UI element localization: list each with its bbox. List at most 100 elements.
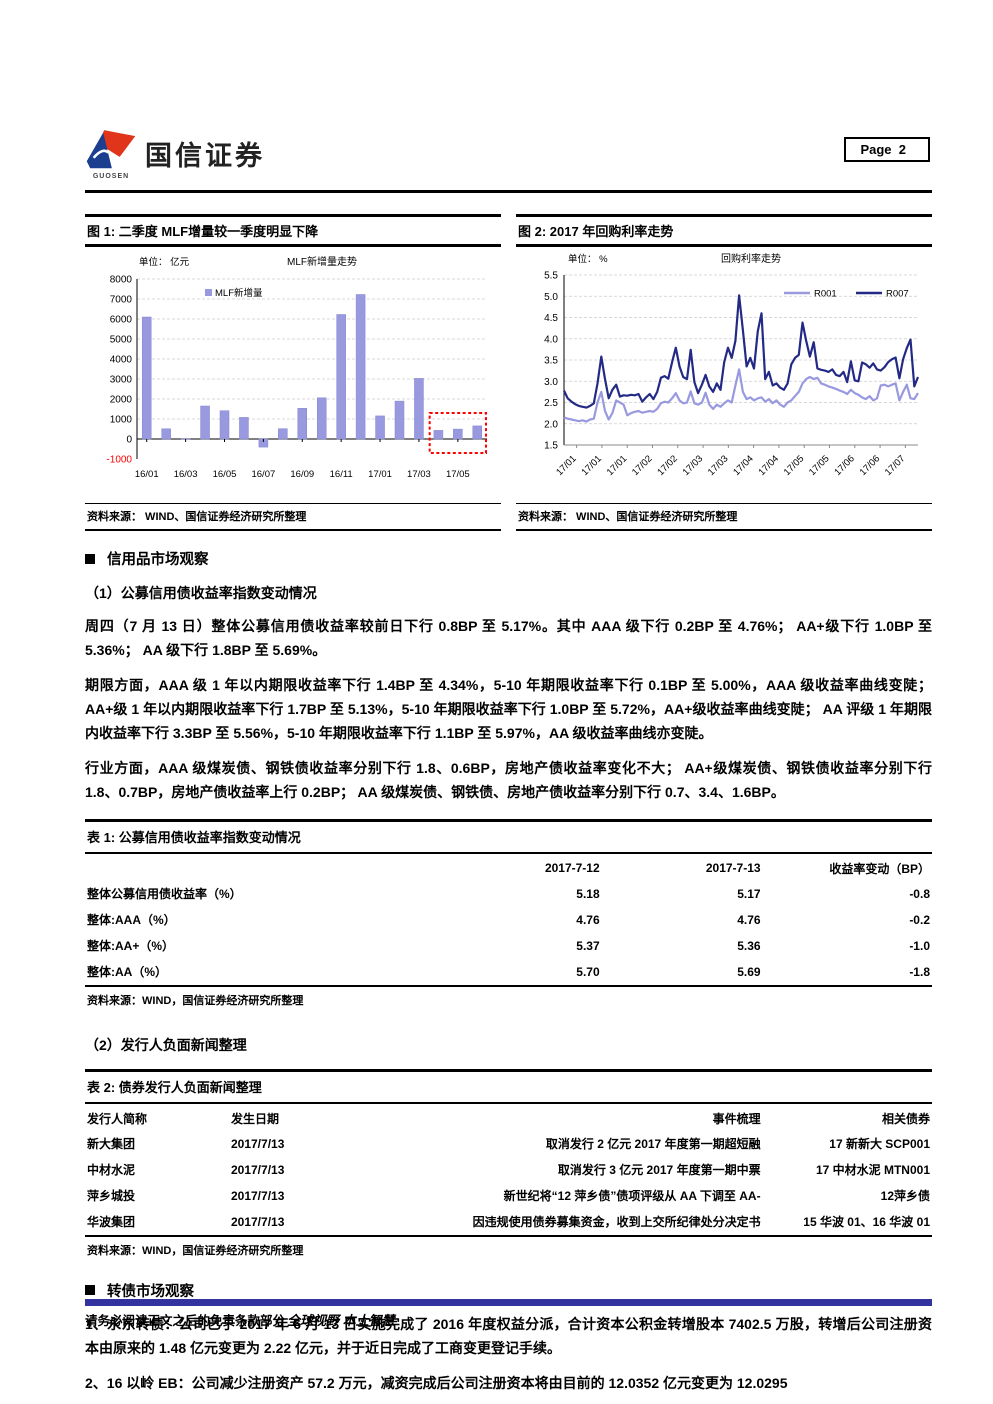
svg-text:2000: 2000 [110,395,133,406]
credit-yield-table: 2017-7-12 2017-7-13 收益率变动（BP） 整体公募信用债收益率（%… [85,854,932,985]
page-number: 2 [898,142,906,157]
table-1-block: 表 1: 公募信用债收益率指数变动情况 2017-7-12 2017-7-13 收益… [85,818,932,1013]
negative-news-table: 发行人简称 发生日期 事件梳理 相关债券 新大集团 2017/7/13 取消发行 2 亿元… [85,1104,932,1235]
column-header: 2017-7-12 [544,861,600,876]
table-cell: 整体:AA+（%） [87,939,175,954]
brand-name: 国信证券 [145,141,265,171]
bar [472,425,483,440]
bar [239,417,249,440]
table-1-source: 资料来源：WIND，国信证券经济研究所整理 [87,994,304,1007]
svg-text:R007: R007 [886,289,909,300]
bar [433,430,444,440]
bar [297,408,308,440]
bar [141,316,152,440]
bar [394,400,405,440]
table-row: 整体:AA（%） 5.70 5.69 -1.8 [85,959,932,985]
table-cell: 新大集团 [87,1137,136,1152]
table-cell: 取消发行 3 亿元 2017 年度第一期中票 [557,1163,761,1178]
svg-text:16/07: 16/07 [251,469,275,480]
table-2-body: 新大集团 2017/7/13 取消发行 2 亿元 2017 年度第一期超短融 17 新… [85,1131,932,1235]
table-cell: 4.76 [737,912,761,927]
svg-text:MLF新增量走势: MLF新增量走势 [287,255,357,268]
svg-text:7000: 7000 [110,295,133,306]
footer-disclaimer: 请务必阅读正文之后的免责条款部分 [85,1314,286,1328]
svg-text:17/01: 17/01 [605,453,630,478]
bar [336,314,346,440]
bar [414,378,424,440]
column-header: 事件梳理 [712,1111,761,1126]
svg-text:16/11: 16/11 [330,469,353,480]
svg-text:17/01: 17/01 [579,453,604,478]
series-R007 [563,294,920,409]
svg-text:8000: 8000 [110,275,133,286]
svg-text:单位： 亿元: 单位： 亿元 [139,256,190,268]
subsection-2-heading: （2）发行人负面新闻整理 [85,1036,247,1053]
series-R001 [563,368,919,423]
table-cell: 17 新新大 SCP001 [829,1137,930,1152]
figure-2-source: 资料来源： WIND、国信证券经济研究所整理 [516,503,932,531]
table-row: 整体:AA+（%） 5.37 5.36 -1.0 [85,933,932,959]
svg-text:17/02: 17/02 [655,453,680,478]
table-cell: 华波集团 [87,1215,136,1230]
page-header: GUOSEN 国信证券 Page 2 [85,128,932,180]
svg-text:1.5: 1.5 [544,441,558,452]
column-header: 2017-7-13 [705,861,761,876]
svg-text:5.5: 5.5 [544,271,558,282]
highlight-box [428,412,487,454]
bar [316,397,327,440]
table-cell: 整体:AAA（%） [87,913,176,928]
table-cell: -0.8 [909,886,930,901]
table-row: 萍乡城投 2017/7/13 新世纪将“12 萍乡债”债项评级从 AA 下调至 AA… [85,1183,932,1209]
paragraph-yongdong: 1、永东转债：公司已于 2017 年 6 月 13 日实施完成了 2016 年度… [85,1315,932,1356]
table-cell: 2017/7/13 [230,1136,285,1151]
svg-text:17/05: 17/05 [807,453,832,478]
table-cell: 5.17 [737,886,761,901]
svg-text:16/09: 16/09 [290,469,314,480]
page-footer: 请务必阅读正文之后的免责条款部分 全球视野 本土智慧 [85,1299,932,1329]
paragraph-yiling: 2、16 以岭 EB：公司减少注册资产 57.2 万元，减资完成后公司注册资本将… [85,1374,788,1391]
svg-text:17/05: 17/05 [782,453,807,478]
svg-text:MLF新增量: MLF新增量 [215,287,263,299]
mlf-bar-chart: 800070006000500040003000200010000-100016… [106,255,487,480]
table-cell: 2017/7/13 [230,1188,285,1203]
figure-1: 图 1: 二季度 MLF增量较一季度明显下降 8000 7000 6000 5000 4… [85,214,501,531]
table-row: 整体公募信用债收益率（%） 5.18 5.17 -0.8 [85,881,932,907]
column-header: 收益率变动（BP） [829,861,930,876]
brand-subtext: GUOSEN [92,173,130,180]
column-header: 发生日期 [230,1111,279,1126]
svg-text:17/01: 17/01 [368,469,392,480]
column-header [85,854,441,881]
table-cell: 5.18 [576,886,600,901]
table-cell: 5.36 [737,938,761,953]
footer-slogan: 全球视野 本土智慧 [287,1313,395,1328]
bar [355,294,366,440]
svg-text:3000: 3000 [110,375,133,386]
svg-text:4.0: 4.0 [544,334,558,345]
svg-text:R001: R001 [814,289,837,300]
header-rule [85,190,932,193]
figure-1-source: 资料来源： WIND、国信证券经济研究所整理 [85,503,501,531]
svg-text:17/03: 17/03 [706,453,731,478]
svg-text:17/03: 17/03 [681,453,706,478]
bar [453,428,463,440]
table-cell: 15 华波 01、16 华波 01 [803,1215,930,1230]
svg-text:17/02: 17/02 [630,453,655,478]
svg-text:17/06: 17/06 [832,453,857,478]
table-cell: 因违规使用债券募集资金，收到上交所纪律处分决定书 [472,1215,761,1230]
svg-text:2.5: 2.5 [544,398,558,409]
square-bullet-icon [85,553,95,564]
table-cell: 整体:AA（%） [87,965,167,980]
section-convertible-heading: 转债市场观察 [107,1283,194,1300]
table-cell: 2017/7/13 [230,1162,285,1177]
table-row: 华波集团 2017/7/13 因违规使用债券募集资金，收到上交所纪律处分决定书 15 … [85,1209,932,1235]
bar [219,410,230,440]
svg-text:5000: 5000 [110,335,133,346]
svg-text:5.0: 5.0 [544,292,558,303]
svg-text:17/04: 17/04 [756,453,781,478]
svg-text:16/01: 16/01 [135,469,159,480]
svg-text:17/07: 17/07 [883,453,908,478]
footer-bar [85,1299,932,1306]
svg-text:6000: 6000 [110,315,133,326]
bar [375,415,385,440]
paragraph-yield-overview: 周四（7 月 13 日）整体公募信用债收益率较前日下行 0.8BP 至 5.17… [85,618,932,659]
